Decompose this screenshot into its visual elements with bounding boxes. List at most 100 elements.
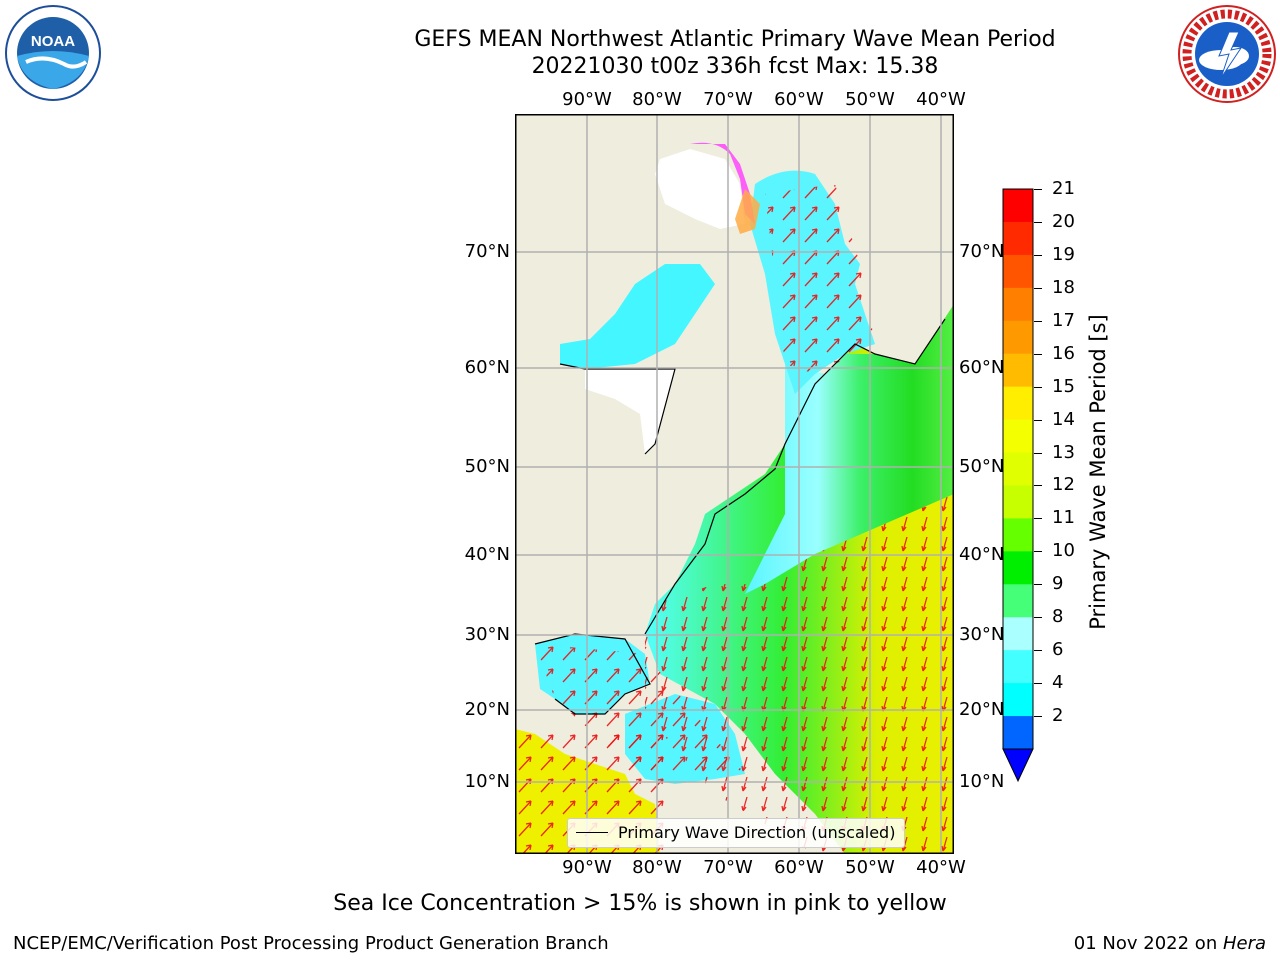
colorbar-tick-mark: [1034, 419, 1042, 421]
colorbar-tick-mark: [1034, 287, 1042, 289]
colorbar-segment: [1003, 584, 1033, 618]
lon-label-top-70w: 70°W: [703, 89, 753, 110]
colorbar-segment: [1003, 386, 1033, 421]
colorbar-tick-mark: [1034, 584, 1042, 586]
colorbar-tick-mark: [1034, 617, 1042, 619]
colorbar-segment: [1003, 485, 1033, 519]
colorbar-tick-mark: [1034, 683, 1042, 685]
footer-producer: NCEP/EMC/Verification Post Processing Pr…: [13, 933, 609, 954]
colorbar-tick-label: 21: [1052, 178, 1075, 199]
legend-label: Primary Wave Direction (unscaled): [618, 823, 896, 842]
lat-label-left-20n: 20°N: [464, 699, 510, 720]
lon-label-top-50w: 50°W: [845, 89, 895, 110]
noaa-logo-icon: NOAA: [4, 4, 102, 102]
colorbar-tick-label: 9: [1052, 573, 1064, 595]
lat-label-right-20n: 20°N: [959, 699, 1005, 720]
colorbar-tick-mark: [1034, 353, 1042, 355]
lat-label-right-10n: 10°N: [959, 771, 1005, 792]
map-title: GEFS MEAN Northwest Atlantic Primary Wav…: [414, 27, 1056, 52]
colorbar-label: Primary Wave Mean Period [s]: [1086, 314, 1110, 630]
colorbar-tick-mark: [1034, 221, 1042, 223]
hudson-bay: [560, 264, 715, 369]
colorbar-tick-label: 8: [1052, 606, 1064, 628]
colorbar-tick-label: 15: [1052, 375, 1075, 397]
colorbar-tick-mark: [1034, 716, 1042, 718]
colorbar-segment: [1003, 287, 1033, 322]
footer-host: Hera: [1222, 933, 1266, 954]
colorbar-segment: [1003, 254, 1033, 289]
james-bay: [585, 369, 675, 454]
lon-label-bottom-40w: 40°W: [916, 857, 966, 878]
colorbar-segment: [1003, 189, 1033, 223]
lon-label-bottom-50w: 50°W: [845, 857, 895, 878]
footer-date-text: 01 Nov 2022 on: [1073, 933, 1223, 954]
sea-ice-edge: [690, 142, 755, 224]
lat-label-left-70n: 70°N: [464, 241, 510, 262]
colorbar-tick-label: 4: [1052, 672, 1064, 694]
lon-label-top-40w: 40°W: [916, 89, 966, 110]
colorbar-tick-mark: [1034, 485, 1042, 487]
lon-label-bottom-70w: 70°W: [703, 857, 753, 878]
colorbar-segment: [1003, 353, 1033, 388]
sea-ice-note: Sea Ice Concentration > 15% is shown in …: [333, 891, 947, 916]
lat-label-left-60n: 60°N: [464, 357, 510, 378]
sea-ice-edge-yellow: [735, 189, 760, 234]
lat-label-right-60n: 60°N: [959, 357, 1005, 378]
colorbar-tick-mark: [1034, 650, 1042, 652]
colorbar-tick-label: 12: [1052, 474, 1075, 496]
colorbar-tick-mark: [1034, 189, 1042, 190]
colorbar-tick-label: 14: [1052, 408, 1075, 430]
colorbar-segment: [1003, 518, 1033, 552]
colorbar-segment: [1003, 617, 1033, 651]
colorbar-tick-label: 11: [1052, 507, 1075, 529]
lon-label-top-80w: 80°W: [632, 89, 682, 110]
colorbar-segment: [1003, 452, 1033, 486]
arctic-ice-free: [655, 149, 745, 229]
colorbar-tick-label: 17: [1052, 309, 1075, 331]
colorbar-segment: [1003, 650, 1033, 684]
colorbar-tick-label: 20: [1052, 210, 1075, 232]
colorbar-extend-arrow: [1002, 748, 1034, 783]
colorbar-segment: [1003, 320, 1033, 355]
lat-label-left-50n: 50°N: [464, 456, 510, 477]
colorbar-tick-label: 18: [1052, 276, 1075, 298]
map-legend: Primary Wave Direction (unscaled): [567, 818, 905, 848]
colorbar-tick-label: 19: [1052, 243, 1075, 265]
colorbar-tick-mark: [1034, 551, 1042, 553]
colorbar-segment: [1003, 419, 1033, 454]
colorbar-segment: [1003, 683, 1033, 717]
colorbar-segment: [1003, 221, 1033, 256]
lat-label-right-50n: 50°N: [959, 456, 1005, 477]
lat-label-left-40n: 40°N: [464, 544, 510, 565]
colorbar-tick-label: 16: [1052, 342, 1075, 364]
colorbar-tick-label: 10: [1052, 540, 1075, 562]
colorbar-tick-mark: [1034, 452, 1042, 454]
colorbar-tick-label: 13: [1052, 441, 1075, 463]
lon-label-top-60w: 60°W: [774, 89, 824, 110]
lon-label-bottom-80w: 80°W: [632, 857, 682, 878]
colorbar-tick-mark: [1034, 386, 1042, 388]
nws-logo-icon: [1177, 4, 1277, 104]
lon-label-bottom-90w: 90°W: [562, 857, 612, 878]
noaa-logo-text: NOAA: [31, 33, 75, 50]
colorbar-segment: [1003, 551, 1033, 585]
colorbar-tick-label: 6: [1052, 639, 1064, 661]
colorbar-tick-mark: [1034, 320, 1042, 322]
colorbar: [1002, 188, 1034, 783]
lat-label-right-30n: 30°N: [959, 624, 1005, 645]
lat-label-right-40n: 40°N: [959, 544, 1005, 565]
graticule: [515, 114, 954, 854]
lon-label-bottom-60w: 60°W: [774, 857, 824, 878]
footer-date: 01 Nov 2022 on Hera: [1074, 933, 1266, 954]
colorbar-segment: [1003, 716, 1033, 750]
colorbar-tick-mark: [1034, 254, 1042, 256]
lat-label-left-10n: 10°N: [464, 771, 510, 792]
colorbar-tick-label: 2: [1052, 705, 1064, 727]
map-subtitle: 20221030 t00z 336h fcst Max: 15.38: [531, 54, 939, 79]
wave-period-map: Primary Wave Direction (unscaled): [515, 114, 954, 854]
lat-label-right-70n: 70°N: [959, 241, 1005, 262]
colorbar-tick-mark: [1034, 518, 1042, 520]
lon-label-top-90w: 90°W: [562, 89, 612, 110]
legend-line-icon: [576, 832, 608, 833]
lat-label-left-30n: 30°N: [464, 624, 510, 645]
